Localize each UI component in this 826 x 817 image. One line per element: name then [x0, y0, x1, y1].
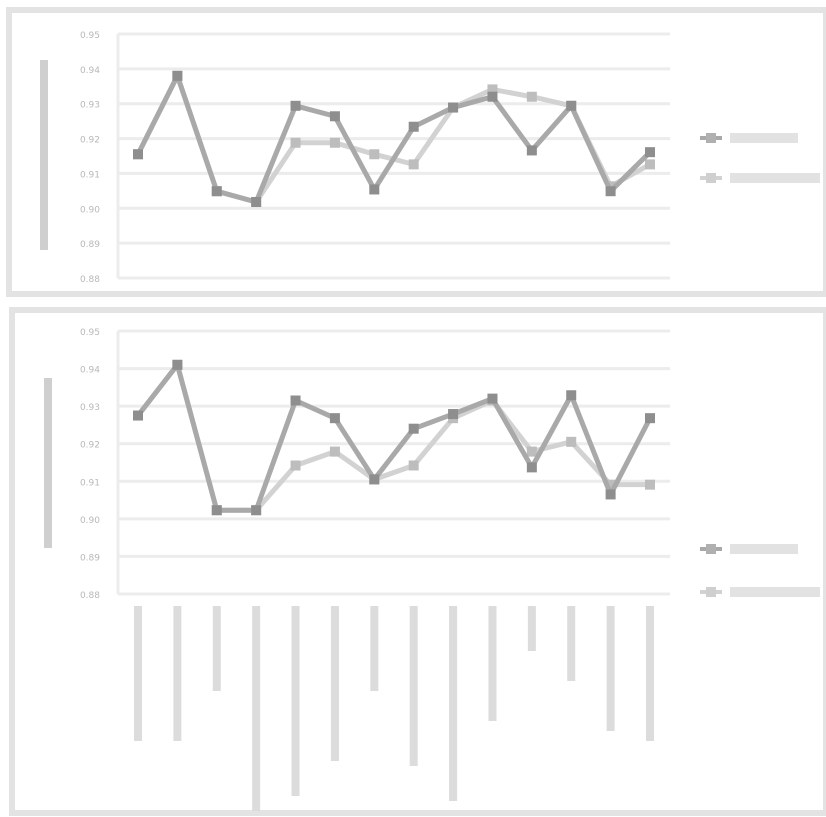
y-tick-label: 0.95 [80, 31, 100, 41]
series-2-point [329, 446, 340, 457]
series-2-point [487, 84, 498, 95]
series-1-point [290, 100, 301, 111]
x-tick-label-block [134, 606, 142, 741]
series-1-point [211, 186, 222, 197]
chart-top: 0.95 0.94 0.93 0.92 0.91 0.90 0.89 0.88 [6, 7, 826, 297]
x-tick-label-block [567, 606, 576, 681]
series-1-point [172, 70, 183, 81]
x-tick-label-block [646, 606, 654, 741]
series-1-point [133, 410, 143, 421]
series-1-point [251, 197, 262, 208]
series-1-point [211, 505, 222, 516]
legend-text-block-1 [730, 544, 798, 554]
series-2-point [408, 159, 419, 170]
series-line-1 [135, 73, 652, 205]
series-2-point [645, 159, 655, 170]
series-1-point [526, 145, 537, 156]
series-1-point [369, 184, 380, 195]
y-tick-label: 0.92 [80, 136, 100, 146]
x-tick-label-block [527, 606, 536, 651]
x-tick-label-block [370, 606, 379, 691]
series-1-point [526, 462, 537, 473]
x-tick-label-block [449, 606, 458, 801]
y-tick-label: 0.93 [80, 101, 100, 111]
y-axis-title-block [40, 60, 48, 250]
x-tick-label-block [252, 606, 261, 811]
x-tick-label-block [212, 606, 221, 691]
x-tick-label-block [488, 606, 497, 721]
series-2-point [369, 149, 380, 160]
y-tick-label: 0.94 [80, 366, 100, 376]
legend-marker-2 [706, 173, 716, 183]
y-tick-label: 0.90 [80, 205, 100, 215]
legend-marker-1 [706, 133, 716, 143]
y-tick-label: 0.95 [80, 328, 100, 338]
y-tick-label: 0.89 [80, 240, 100, 250]
y-tick-label: 0.90 [80, 516, 100, 526]
series-1-point [369, 474, 380, 485]
x-tick-label-block [291, 606, 300, 796]
legend-text-block-2 [730, 173, 820, 183]
legend-text-block-2 [730, 587, 820, 597]
series-1-point [448, 409, 459, 420]
chart-bottom-legend [700, 544, 820, 597]
series-1-point [329, 111, 340, 122]
series-2-point [605, 479, 616, 490]
legend-text-block-1 [730, 133, 798, 143]
series-2-point [290, 137, 301, 148]
y-tick-label: 0.92 [80, 441, 100, 451]
series-1-point [566, 390, 577, 401]
series-2-point [408, 460, 419, 471]
chart-top-y-tick-labels: 0.95 0.94 0.93 0.92 0.91 0.90 0.89 0.88 [40, 31, 100, 285]
y-tick-label: 0.93 [80, 403, 100, 413]
series-2-point [645, 479, 655, 490]
series-1-point [566, 100, 577, 111]
x-tick-label-block [173, 606, 182, 741]
chart-top-series [133, 70, 655, 208]
series-1-point [487, 393, 498, 404]
series-1-point [408, 121, 419, 132]
y-tick-label: 0.94 [80, 66, 100, 76]
y-tick-label: 0.88 [80, 275, 100, 285]
y-axis-title-block [44, 378, 52, 548]
chart-top-frame [6, 7, 826, 297]
legend-marker-2 [706, 587, 716, 597]
chart-bottom-series [133, 359, 655, 516]
series-1-point [448, 102, 459, 113]
x-tick-label-block [606, 606, 615, 731]
series-2-point [526, 91, 537, 102]
series-2-point [526, 446, 537, 457]
series-1-point [605, 489, 616, 500]
series-1-point [487, 91, 498, 102]
series-1-point [329, 413, 340, 424]
y-tick-label: 0.88 [80, 591, 100, 601]
chart-bottom-y-tick-labels: 0.95 0.94 0.93 0.92 0.91 0.90 0.89 0.88 [44, 328, 100, 601]
y-tick-label: 0.91 [80, 478, 100, 488]
series-1-point [133, 149, 143, 160]
series-2-point [290, 460, 301, 471]
y-tick-label: 0.89 [80, 553, 100, 563]
x-tick-label-block [330, 606, 339, 761]
chart-bottom: 0.95 0.94 0.93 0.92 0.91 0.90 0.89 0.88 [9, 307, 826, 816]
series-1-point [290, 395, 301, 406]
series-1-point [251, 505, 262, 516]
series-2-point [329, 137, 340, 148]
series-1-point [605, 186, 616, 197]
series-1-point [172, 359, 183, 370]
y-tick-label: 0.91 [80, 170, 100, 180]
series-1-point [645, 147, 655, 158]
series-1-point [645, 413, 655, 424]
chart-top-legend [700, 133, 820, 183]
series-2-point [566, 436, 577, 447]
legend-marker-1 [706, 544, 716, 554]
series-line-1 [136, 362, 653, 513]
series-1-point [408, 423, 419, 434]
x-tick-label-block [409, 606, 418, 766]
chart-bottom-frame [9, 307, 826, 816]
